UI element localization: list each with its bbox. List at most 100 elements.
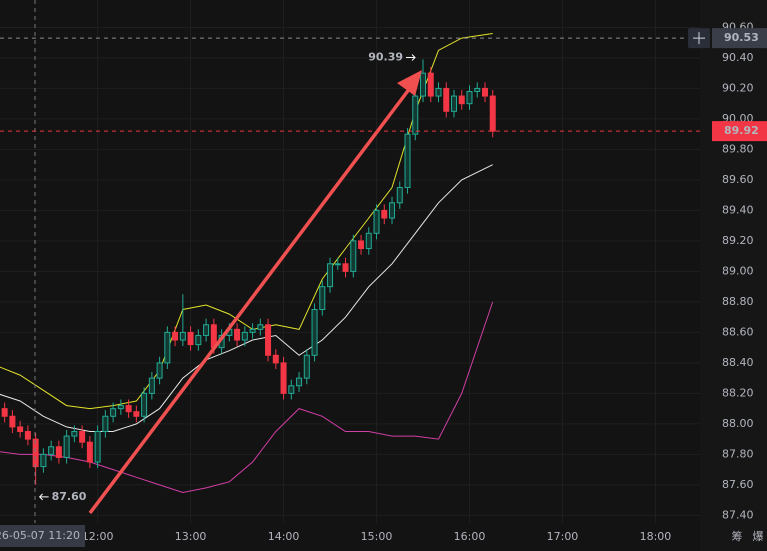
high-pointer-head [411,54,416,61]
last-price-tag [712,121,767,142]
candle-body [249,328,256,333]
candle-body [389,202,396,219]
candle-body [203,324,210,336]
x-tick-label: 15:00 [361,530,393,543]
high-label: 90.39 [368,50,403,63]
candle-body [17,426,24,433]
x-tick-label: 13:00 [175,530,207,543]
candle-body [311,309,318,356]
candle-body [94,431,101,463]
candle-body [412,95,419,135]
candle-body [102,415,109,433]
candle-body [9,415,16,428]
candle-body [63,435,70,458]
candle-body [272,354,279,364]
x-tick-label: 12:00 [82,530,114,543]
low-pointer-head [38,493,43,501]
candle-body [234,328,241,341]
candle-body [265,324,272,356]
candle-body [156,362,163,379]
candle-body [396,187,403,204]
footer-button[interactable]: 爆 [753,529,764,543]
candle-body [474,87,481,92]
candle-body [79,431,86,443]
candle-body [443,87,450,112]
candle-body [435,87,442,97]
candle-body [466,90,473,105]
candle-body [86,441,93,463]
y-tick-label: 89.60 [722,173,754,186]
footer-button[interactable]: 筹 [732,529,743,543]
candle-body [172,331,179,341]
low-label: 87.60 [52,490,87,503]
y-tick-label: 87.40 [722,508,754,521]
candle-body [241,331,248,341]
y-tick-label: 88.40 [722,356,754,369]
candle-body [55,446,62,458]
candle-body [358,240,365,250]
candle-body [48,446,55,455]
candle-body [117,405,124,410]
candle-body [187,331,194,346]
candle-body [257,324,264,330]
candle-body [288,385,295,394]
x-tick-label: 17:00 [547,530,579,543]
candle-body [381,209,388,219]
y-tick-label: 90.20 [722,81,754,94]
ref-price-label: 90.53 [724,31,759,44]
y-tick-label: 87.80 [722,447,754,460]
crosshair-time-tag [0,525,85,547]
candle-body [451,95,458,112]
candle-body [71,431,78,437]
candle-body [342,263,349,272]
y-tick-label: 87.60 [722,478,754,491]
y-tick-label: 90.40 [722,51,754,64]
candle-body [280,362,287,394]
last-price-label: 89.92 [724,124,759,137]
indicator-line [0,164,493,432]
y-tick-label: 88.80 [722,295,754,308]
candle-body [458,95,465,105]
y-tick-label: 89.20 [722,234,754,247]
candle-body [1,408,8,417]
candle-body [148,377,155,394]
candle-body [40,453,47,468]
x-tick-label: 16:00 [454,530,486,543]
candle-body [296,377,303,387]
time-axis [0,523,700,551]
x-tick-label: 18:00 [640,530,672,543]
ref-price-tag [712,28,767,49]
y-tick-label: 89.40 [722,203,754,216]
price-axis-panel [700,0,767,551]
candle-body [125,405,132,413]
candle-body [179,331,186,341]
candle-body [404,133,411,189]
candle-body [195,334,202,346]
candle-body [350,240,357,272]
candle-body [373,209,380,234]
candle-body [489,95,496,132]
y-tick-label: 89.80 [722,142,754,155]
candle-body [481,87,488,97]
y-tick-label: 88.00 [722,417,754,430]
candle-body [319,286,326,311]
arrow-line [88,86,412,515]
candle-body [327,263,334,288]
y-tick-label: 89.00 [722,264,754,277]
y-tick-label: 88.60 [722,325,754,338]
indicator-line [0,33,493,410]
candle-body [164,331,171,364]
candle-body [303,354,310,379]
trend-arrow [88,70,422,515]
candle-body [365,232,372,250]
candle-body [24,431,31,440]
candle-body [427,72,434,97]
candle-body [110,408,117,417]
candle-body [32,438,39,468]
y-tick-label: 88.20 [722,386,754,399]
x-tick-label: 14:00 [268,530,300,543]
indicator-line [0,301,494,494]
candle-body [141,392,148,417]
